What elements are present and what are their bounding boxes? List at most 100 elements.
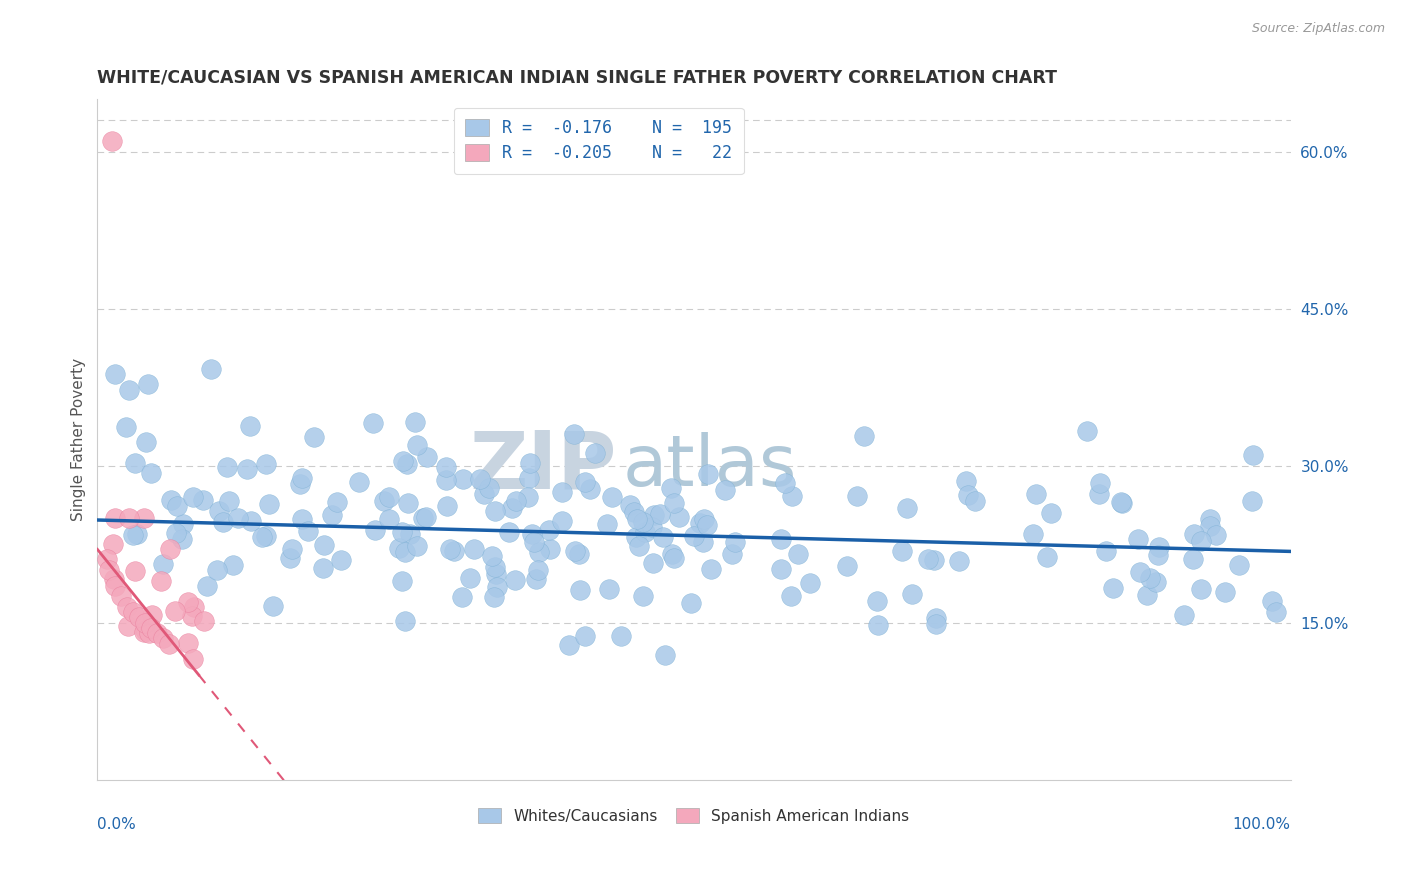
Point — [925, 611, 948, 625]
Point — [215, 460, 238, 475]
Point — [1227, 558, 1250, 573]
Point — [1102, 582, 1125, 596]
Point — [679, 596, 702, 610]
Point — [149, 574, 172, 588]
Point — [122, 605, 145, 619]
Point — [723, 534, 745, 549]
Point — [1199, 511, 1222, 525]
Point — [837, 558, 859, 573]
Text: ZIP: ZIP — [470, 427, 616, 506]
Point — [651, 530, 673, 544]
Point — [259, 497, 281, 511]
Point — [443, 543, 465, 558]
Text: WHITE/CAUCASIAN VS SPANISH AMERICAN INDIAN SINGLE FATHER POVERTY CORRELATION CHA: WHITE/CAUCASIAN VS SPANISH AMERICAN INDI… — [97, 69, 1057, 87]
Point — [415, 509, 437, 524]
Point — [523, 535, 546, 549]
Point — [519, 456, 541, 470]
Point — [1088, 475, 1111, 490]
Point — [291, 471, 314, 485]
Point — [1261, 594, 1284, 608]
Point — [517, 471, 540, 485]
Point — [434, 460, 457, 475]
Text: atlas: atlas — [623, 432, 797, 501]
Point — [481, 549, 503, 563]
Point — [98, 563, 121, 577]
Point — [146, 626, 169, 640]
Point — [634, 525, 657, 540]
Point — [527, 544, 550, 558]
Point — [378, 491, 401, 505]
Point — [520, 527, 543, 541]
Point — [404, 415, 426, 429]
Point — [434, 473, 457, 487]
Point — [391, 574, 413, 588]
Point — [239, 418, 262, 433]
Text: Source: ZipAtlas.com: Source: ZipAtlas.com — [1251, 22, 1385, 36]
Point — [948, 554, 970, 568]
Point — [262, 599, 284, 613]
Point — [101, 537, 124, 551]
Point — [125, 527, 148, 541]
Point — [165, 605, 187, 619]
Point — [901, 586, 924, 600]
Point — [361, 416, 384, 430]
Point — [696, 518, 718, 533]
Point — [564, 543, 586, 558]
Point — [890, 543, 912, 558]
Point — [134, 511, 156, 525]
Point — [278, 551, 301, 566]
Point — [240, 514, 263, 528]
Point — [779, 589, 801, 603]
Point — [619, 498, 641, 512]
Point — [1147, 540, 1170, 554]
Point — [172, 516, 194, 531]
Point — [191, 493, 214, 508]
Point — [957, 488, 980, 502]
Point — [177, 636, 200, 650]
Point — [600, 490, 623, 504]
Point — [122, 528, 145, 542]
Point — [166, 499, 188, 513]
Point — [769, 533, 792, 547]
Point — [692, 511, 714, 525]
Point — [104, 511, 127, 525]
Point — [574, 629, 596, 643]
Point — [484, 504, 506, 518]
Point — [925, 617, 948, 632]
Point — [326, 495, 349, 509]
Point — [516, 490, 538, 504]
Point — [1095, 543, 1118, 558]
Point — [181, 651, 204, 665]
Point — [405, 539, 427, 553]
Point — [139, 621, 162, 635]
Point — [1139, 571, 1161, 585]
Point — [524, 572, 547, 586]
Point — [439, 541, 461, 556]
Point — [436, 499, 458, 513]
Point — [1126, 533, 1149, 547]
Point — [626, 512, 648, 526]
Point — [558, 638, 581, 652]
Point — [1215, 585, 1237, 599]
Point — [195, 579, 218, 593]
Point — [1022, 526, 1045, 541]
Point — [395, 457, 418, 471]
Point — [1199, 518, 1222, 533]
Text: 100.0%: 100.0% — [1233, 817, 1291, 832]
Point — [117, 619, 139, 633]
Point — [159, 492, 181, 507]
Point — [124, 564, 146, 578]
Point — [180, 608, 202, 623]
Point — [482, 591, 505, 605]
Point — [527, 563, 550, 577]
Point — [396, 496, 419, 510]
Point — [596, 516, 619, 531]
Point — [631, 515, 654, 529]
Point — [799, 576, 821, 591]
Point — [138, 625, 160, 640]
Point — [118, 383, 141, 397]
Point — [207, 563, 229, 577]
Point — [568, 583, 591, 598]
Text: 0.0%: 0.0% — [97, 817, 136, 832]
Point — [505, 494, 527, 508]
